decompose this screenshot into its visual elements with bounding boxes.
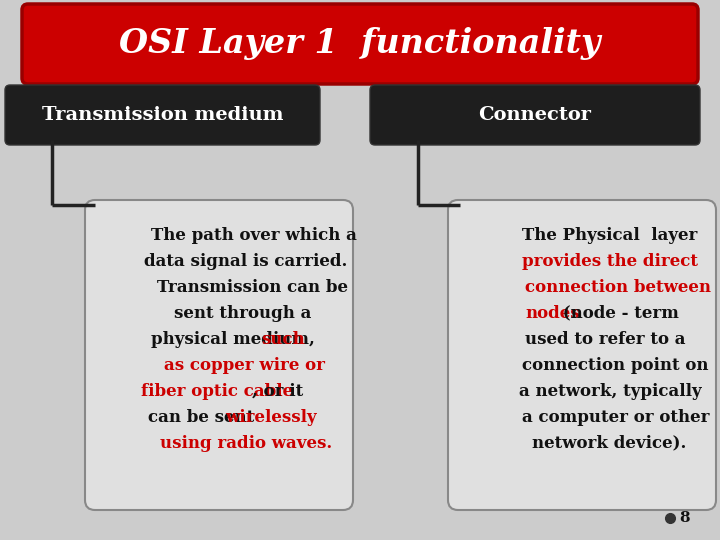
Text: physical medium,: physical medium,: [150, 330, 320, 348]
Text: OSI Layer 1  functionality: OSI Layer 1 functionality: [120, 28, 600, 60]
Text: sent through a: sent through a: [174, 305, 311, 321]
Text: The Physical  layer: The Physical layer: [522, 226, 698, 244]
Text: (node - term: (node - term: [557, 305, 679, 321]
FancyBboxPatch shape: [22, 4, 698, 84]
Text: using radio waves.: using radio waves.: [161, 435, 333, 451]
Text: fiber optic cable: fiber optic cable: [141, 382, 293, 400]
Text: can be sent: can be sent: [148, 408, 259, 426]
Text: 8: 8: [679, 511, 690, 525]
FancyBboxPatch shape: [370, 85, 700, 145]
Text: Connector: Connector: [479, 106, 592, 124]
Text: connection point on: connection point on: [522, 356, 708, 374]
Text: used to refer to a: used to refer to a: [526, 330, 685, 348]
FancyBboxPatch shape: [5, 85, 320, 145]
Text: a computer or other: a computer or other: [522, 408, 710, 426]
Text: provides the direct: provides the direct: [522, 253, 698, 269]
Text: Transmission medium: Transmission medium: [42, 106, 283, 124]
Text: as copper wire or: as copper wire or: [163, 356, 325, 374]
Text: a network, typically: a network, typically: [519, 382, 701, 400]
Text: connection between: connection between: [526, 279, 711, 295]
Text: such: such: [261, 330, 305, 348]
Text: wirelessly: wirelessly: [225, 408, 317, 426]
Text: nodes: nodes: [526, 305, 580, 321]
Text: Transmission can be: Transmission can be: [157, 279, 348, 295]
Text: network device).: network device).: [531, 435, 686, 451]
FancyBboxPatch shape: [448, 200, 716, 510]
Text: The path over which a: The path over which a: [150, 226, 356, 244]
Text: , or it: , or it: [251, 382, 302, 400]
Text: data signal is carried.: data signal is carried.: [144, 253, 348, 269]
FancyBboxPatch shape: [85, 200, 353, 510]
